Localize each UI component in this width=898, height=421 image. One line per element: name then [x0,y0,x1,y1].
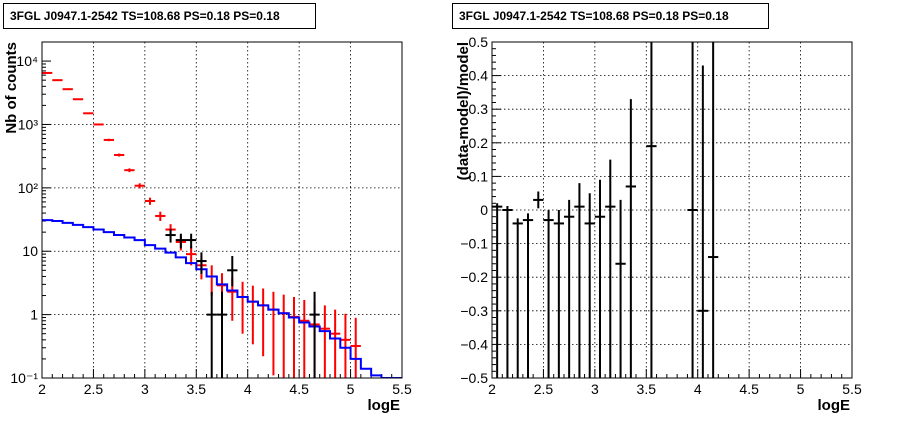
plot-frame [491,41,853,379]
x-tick-label: 4 [694,381,702,397]
x-tick-label: 3 [141,381,149,397]
y-tick-label: 0.2 [469,135,489,151]
y-tick-label: 10⁻¹ [10,370,38,386]
y-tick-label: −0.3 [460,303,488,319]
x-tick-label: 5 [797,381,805,397]
y-tick-label: 10⁴ [16,53,38,69]
x-tick-label: 3 [591,381,599,397]
x-tick-label: 4.5 [739,381,759,397]
y-tick-label: 10² [18,180,39,196]
y-tick-label: 0.4 [469,68,489,84]
x-tick-label: 2 [38,381,46,397]
x-tick-label: 5.5 [842,381,862,397]
x-tick-label: 3.5 [637,381,657,397]
y-tick-label: 0.3 [469,101,489,117]
y-axis-label: Nb of counts [3,42,20,134]
y-tick-label: 0.1 [469,168,489,184]
y-tick-label: −0.2 [460,269,488,285]
x-tick-label: 2.5 [534,381,554,397]
y-tick-label: 0 [480,202,488,218]
y-tick-label: −0.4 [460,336,488,352]
y-tick-label: 10 [22,243,38,259]
y-tick-label: −0.5 [460,370,488,386]
x-tick-label: 5 [347,381,355,397]
plot-panel-left: 2 2.5 3 3.5 4 4.5 5 5.5 10⁻¹ 1 10 10² 10³ 10⁴ logE Nb o… [3,41,412,414]
data-layer [42,71,402,378]
left-plot-title: 3FGL J0947.1-2542 TS=108.68 PS=0.18 PS=0… [3,3,316,29]
x-tick-label: 2.5 [84,381,104,397]
data-layer [492,42,719,378]
x-axis-label: logE [368,397,401,414]
model-histogram-line [42,219,402,378]
x-axis-label: logE [818,397,851,414]
plot-frame [41,41,403,379]
y-tick-label: 0.5 [469,34,489,50]
x-tick-label: 3.5 [187,381,207,397]
y-axis-label: (data-model)/model [455,42,472,180]
x-tick-label: 5.5 [392,381,412,397]
x-tick-label: 4 [244,381,252,397]
x-tick-label: 4.5 [289,381,309,397]
x-tick-label: 2 [488,381,496,397]
y-tick-label: −0.1 [460,236,488,252]
right-plot-title: 3FGL J0947.1-2542 TS=108.68 PS=0.18 PS=0… [452,3,769,29]
y-tick-label: 10³ [18,116,39,132]
plot-panel-right: 2 2.5 3 3.5 4 4.5 5 5.5 −0.5 −0.4 −0.3 −0.2 −0.1 0 0.1… [455,34,862,414]
y-tick-label: 1 [30,307,38,323]
